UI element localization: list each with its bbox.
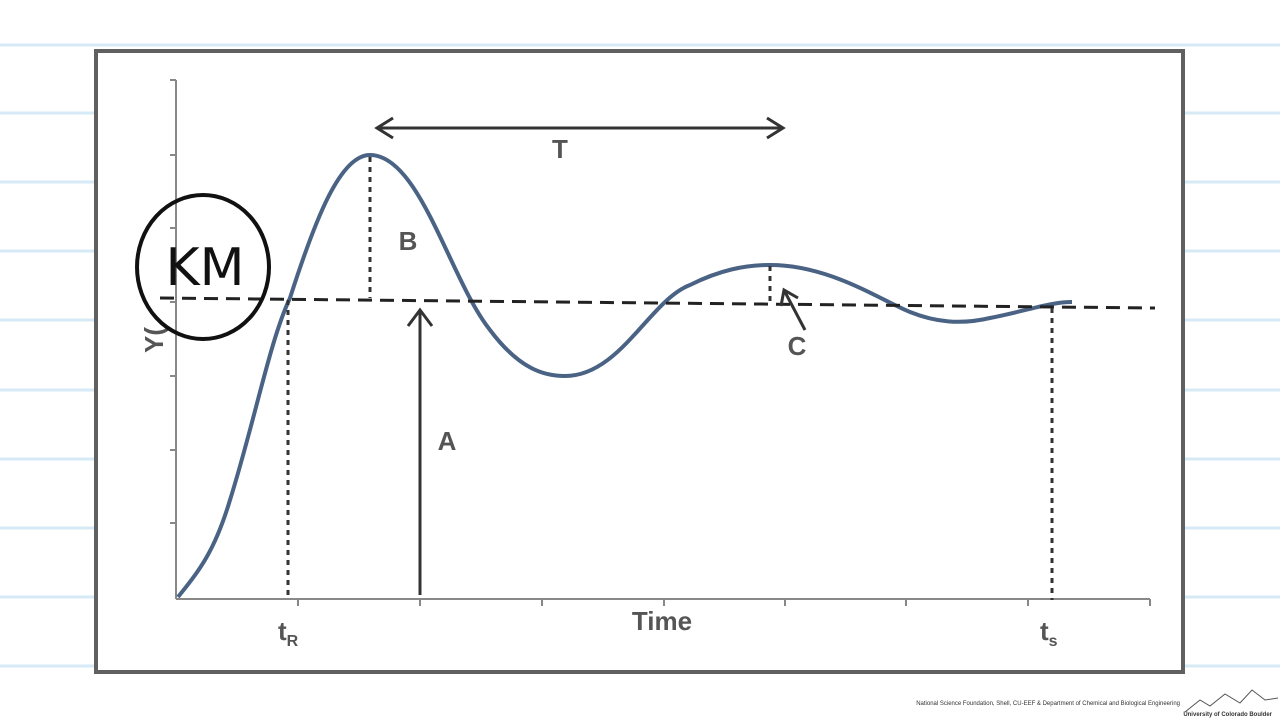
setpoint-line bbox=[159, 296, 1156, 310]
mountain-logo bbox=[1184, 689, 1279, 713]
period-label: T bbox=[552, 134, 568, 164]
steady-state-label: A bbox=[438, 426, 457, 456]
settling-time-main: t bbox=[1040, 616, 1049, 646]
rise-time-main: t bbox=[278, 616, 287, 646]
annotation-circle bbox=[135, 193, 271, 341]
dotted-guides bbox=[286, 157, 1054, 600]
settling-time-label: ts bbox=[1040, 616, 1058, 650]
footer-credit: National Science Foundation, Shell, CU-E… bbox=[916, 701, 1180, 707]
gain-annotation: KM bbox=[166, 238, 245, 298]
overshoot-label: B bbox=[399, 226, 418, 256]
footer-university: University of Colorado Boulder bbox=[1183, 712, 1272, 718]
arrows bbox=[374, 116, 807, 595]
x-axis-label: Time bbox=[632, 606, 692, 636]
axes bbox=[170, 79, 1151, 606]
y-axis-label: Y( bbox=[139, 327, 169, 353]
settling-time-sub: s bbox=[1049, 633, 1058, 650]
rise-time-sub: R bbox=[287, 633, 299, 650]
decay-label: C bbox=[788, 331, 807, 361]
response-curve bbox=[176, 152, 1073, 599]
frame bbox=[94, 49, 1185, 674]
rise-time-label: tR bbox=[278, 616, 299, 650]
